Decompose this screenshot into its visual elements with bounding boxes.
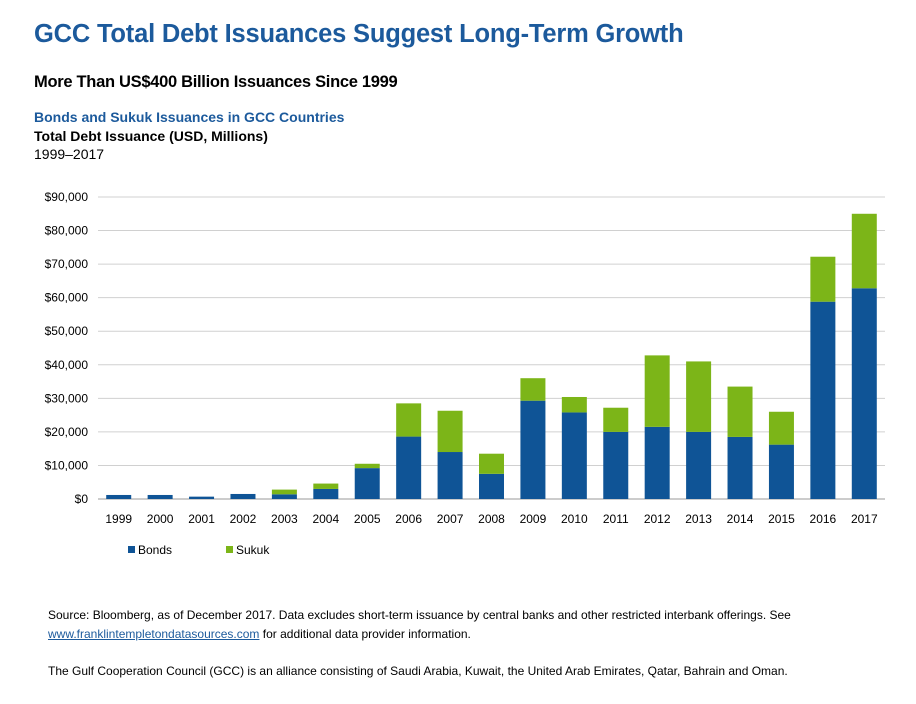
bar-bonds bbox=[644, 426, 670, 499]
x-tick-label: 2003 bbox=[271, 512, 298, 526]
bar-sukuk bbox=[851, 213, 877, 289]
bar-bonds bbox=[271, 494, 297, 499]
y-tick-label: $40,000 bbox=[45, 358, 89, 372]
bar-bonds bbox=[768, 444, 794, 499]
x-tick-label: 2000 bbox=[147, 512, 174, 526]
stacked-bar-chart: $0 $10,000 $20,000 $30,000 $40,000 $50,000 $60… bbox=[45, 190, 885, 557]
bar-bonds bbox=[727, 436, 753, 499]
y-tick-label: $60,000 bbox=[45, 291, 89, 305]
x-tick-label: 2015 bbox=[768, 512, 795, 526]
bar-sukuk bbox=[479, 453, 504, 474]
bar-bonds bbox=[354, 468, 380, 499]
x-tick-label: 2017 bbox=[851, 512, 878, 526]
x-tick-label: 2008 bbox=[478, 512, 505, 526]
bar-sukuk bbox=[354, 463, 380, 469]
x-tick-label: 2012 bbox=[644, 512, 671, 526]
x-tick-label: 2016 bbox=[810, 512, 837, 526]
source-note: Source: Bloomberg, as of December 2017. … bbox=[48, 606, 878, 644]
x-tick-label: 2009 bbox=[520, 512, 547, 526]
bar-bonds bbox=[686, 431, 712, 499]
chart-title: Total Debt Issuance (USD, Millions) bbox=[34, 128, 268, 144]
bar-bonds bbox=[851, 288, 877, 499]
y-tick-label: $20,000 bbox=[45, 425, 89, 439]
legend-label-sukuk: Sukuk bbox=[236, 543, 270, 557]
bar-sukuk bbox=[437, 410, 463, 453]
bar-sukuk bbox=[396, 403, 422, 437]
legend-swatch-bonds bbox=[128, 546, 135, 553]
bar-bonds bbox=[313, 488, 339, 499]
bar-bonds bbox=[810, 301, 836, 499]
page-title: GCC Total Debt Issuances Suggest Long-Te… bbox=[34, 20, 684, 48]
gcc-note: The Gulf Cooperation Council (GCC) is an… bbox=[48, 664, 788, 678]
x-tick-label: 1999 bbox=[105, 512, 132, 526]
x-tick-label: 2010 bbox=[561, 512, 588, 526]
x-tick-label: 2014 bbox=[727, 512, 754, 526]
bar-sukuk bbox=[686, 361, 712, 432]
y-tick-label: $0 bbox=[75, 492, 89, 506]
bar-bonds bbox=[603, 431, 629, 499]
bar-bonds bbox=[520, 400, 546, 499]
x-tick-label: 2013 bbox=[685, 512, 712, 526]
bar-sukuk bbox=[727, 386, 753, 437]
page-subtitle: More Than US$400 Billion Issuances Since… bbox=[34, 73, 398, 91]
bar-sukuk bbox=[768, 411, 794, 445]
bar-bonds bbox=[561, 412, 587, 499]
bar-sukuk bbox=[644, 355, 670, 427]
bar-sukuk bbox=[271, 489, 297, 495]
legend-label-bonds: Bonds bbox=[138, 543, 172, 557]
bar-bonds bbox=[189, 496, 215, 499]
y-tick-label: $50,000 bbox=[45, 324, 89, 338]
bar-sukuk bbox=[561, 396, 587, 413]
bar-bonds bbox=[230, 493, 256, 499]
y-tick-label: $10,000 bbox=[45, 458, 89, 472]
data-sources-link[interactable]: www.franklintempletondatasources.com bbox=[48, 627, 260, 641]
bar-bonds bbox=[106, 494, 132, 499]
x-tick-label: 2011 bbox=[603, 512, 629, 526]
chart-period: 1999–2017 bbox=[34, 146, 105, 162]
y-tick-label: $70,000 bbox=[45, 257, 89, 271]
x-tick-label: 2006 bbox=[395, 512, 422, 526]
source-text: Source: Bloomberg, as of December 2017. … bbox=[48, 608, 791, 622]
y-tick-label: $30,000 bbox=[45, 391, 89, 405]
x-tick-label: 2004 bbox=[312, 512, 339, 526]
bar-sukuk bbox=[603, 407, 629, 432]
x-tick-label: 2007 bbox=[437, 512, 464, 526]
bar-sukuk bbox=[520, 378, 546, 401]
bar-sukuk bbox=[313, 483, 339, 489]
legend-swatch-sukuk bbox=[226, 546, 233, 553]
x-tick-label: 2002 bbox=[230, 512, 257, 526]
bar-bonds bbox=[396, 436, 422, 499]
source-after-text: for additional data provider information… bbox=[259, 627, 471, 641]
chart-heading: Bonds and Sukuk Issuances in GCC Countri… bbox=[34, 109, 345, 125]
y-tick-label: $90,000 bbox=[45, 190, 89, 204]
y-tick-label: $80,000 bbox=[45, 224, 89, 238]
bar-bonds bbox=[147, 494, 173, 499]
bar-sukuk bbox=[810, 256, 836, 302]
x-tick-label: 2005 bbox=[354, 512, 381, 526]
x-tick-label: 2001 bbox=[188, 512, 215, 526]
bar-bonds bbox=[437, 452, 463, 499]
bar-bonds bbox=[479, 473, 504, 499]
